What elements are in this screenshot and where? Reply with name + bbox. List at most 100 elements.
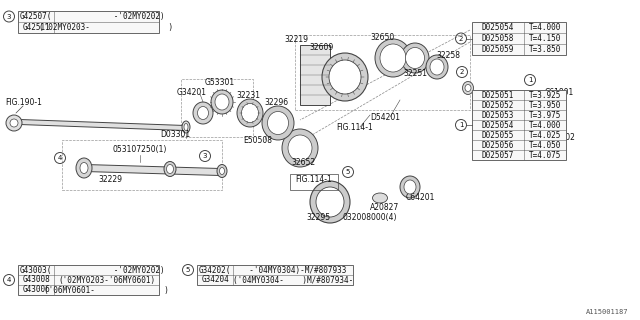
Text: G34204: G34204 [201, 276, 229, 284]
Text: 32609: 32609 [310, 43, 334, 52]
Text: 32258: 32258 [436, 51, 460, 60]
Ellipse shape [193, 102, 213, 124]
Bar [300, 45, 330, 105]
Polygon shape [85, 164, 220, 175]
Text: T=3.950: T=3.950 [529, 100, 561, 109]
Ellipse shape [550, 99, 556, 106]
Text: -'04MY0304)-M/#807933: -'04MY0304)-M/#807933 [240, 266, 346, 275]
Text: D01811: D01811 [503, 95, 533, 104]
Text: FIG.190-1: FIG.190-1 [5, 98, 42, 107]
Ellipse shape [220, 167, 225, 174]
Text: G43008: G43008 [22, 276, 50, 284]
Text: 32251: 32251 [403, 69, 427, 78]
Bar [18, 11, 159, 33]
Ellipse shape [518, 118, 529, 132]
Text: 2: 2 [459, 36, 463, 42]
Text: D54201: D54201 [370, 113, 400, 122]
Ellipse shape [404, 180, 416, 194]
Ellipse shape [215, 94, 229, 110]
Bar [62, 140, 222, 190]
Ellipse shape [492, 100, 502, 114]
Ellipse shape [494, 103, 500, 110]
Text: T=4.075: T=4.075 [529, 150, 561, 159]
Text: FIG.114-1: FIG.114-1 [296, 175, 332, 184]
Text: A115001187: A115001187 [586, 309, 628, 315]
Ellipse shape [237, 99, 263, 127]
Ellipse shape [166, 164, 173, 173]
Ellipse shape [182, 121, 190, 133]
Text: 5: 5 [346, 169, 350, 175]
Ellipse shape [241, 103, 259, 123]
Text: T=3.925: T=3.925 [529, 91, 561, 100]
Ellipse shape [380, 44, 406, 72]
Bar [295, 35, 470, 110]
Text: D025057: D025057 [482, 150, 514, 159]
Text: D025054: D025054 [482, 121, 514, 130]
Ellipse shape [322, 53, 368, 101]
Text: 1: 1 [528, 77, 532, 83]
Text: D025059: D025059 [482, 45, 514, 54]
Ellipse shape [375, 39, 411, 77]
Ellipse shape [198, 107, 209, 119]
Bar [197, 265, 353, 285]
Ellipse shape [262, 106, 294, 140]
Ellipse shape [430, 59, 444, 75]
Ellipse shape [401, 43, 429, 73]
Text: ('02MY0203-                 ): ('02MY0203- ) [40, 23, 173, 32]
Ellipse shape [372, 193, 387, 203]
Ellipse shape [406, 47, 424, 68]
Text: G34202(: G34202( [199, 266, 231, 275]
Ellipse shape [310, 181, 350, 223]
Bar [18, 265, 159, 295]
Ellipse shape [507, 113, 513, 119]
Ellipse shape [522, 111, 528, 118]
Text: E50508: E50508 [243, 136, 273, 145]
Ellipse shape [329, 60, 361, 94]
Text: D025055: D025055 [482, 131, 514, 140]
Text: ('06MY0601-               ): ('06MY0601- ) [44, 285, 169, 294]
Ellipse shape [211, 90, 233, 114]
Text: D025053: D025053 [482, 110, 514, 119]
Text: G34201: G34201 [177, 88, 207, 97]
Text: D025054: D025054 [482, 23, 514, 32]
Ellipse shape [288, 135, 312, 161]
Text: 32652: 32652 [291, 158, 315, 167]
Text: D51802: D51802 [545, 133, 575, 142]
Bar [181, 79, 253, 137]
Text: G43003(: G43003( [20, 266, 52, 275]
Text: 32650: 32650 [371, 33, 395, 42]
Text: T=4.000: T=4.000 [529, 121, 561, 130]
Ellipse shape [548, 96, 558, 108]
Text: 2: 2 [460, 69, 464, 75]
Bar [290, 174, 338, 190]
Ellipse shape [480, 94, 486, 101]
Text: G42507(: G42507( [20, 12, 52, 21]
Ellipse shape [465, 84, 471, 92]
Ellipse shape [268, 111, 289, 134]
Text: G42511: G42511 [22, 23, 50, 32]
Text: C61801: C61801 [545, 88, 574, 97]
Text: 32219: 32219 [284, 35, 308, 44]
Text: D025058: D025058 [482, 34, 514, 43]
Text: ('04MY0304-    )M/#807934-: ('04MY0304- )M/#807934- [233, 276, 353, 284]
Ellipse shape [534, 127, 541, 137]
Text: D025051: D025051 [482, 91, 514, 100]
Text: A20827: A20827 [371, 203, 399, 212]
Ellipse shape [217, 164, 227, 178]
Text: FIG.114-1: FIG.114-1 [337, 123, 373, 132]
Ellipse shape [282, 129, 318, 167]
Ellipse shape [521, 122, 527, 129]
Ellipse shape [426, 55, 448, 79]
Text: 3: 3 [203, 153, 207, 159]
Polygon shape [20, 119, 185, 131]
Ellipse shape [504, 109, 515, 123]
Ellipse shape [76, 158, 92, 178]
Text: T=4.150: T=4.150 [529, 34, 561, 43]
Text: 053107250(1): 053107250(1) [113, 145, 167, 154]
Text: T=3.975: T=3.975 [529, 110, 561, 119]
Bar [472, 22, 566, 55]
Text: 3: 3 [7, 13, 12, 20]
Text: G53301: G53301 [205, 78, 235, 87]
Text: 1: 1 [459, 122, 463, 128]
Ellipse shape [400, 176, 420, 198]
